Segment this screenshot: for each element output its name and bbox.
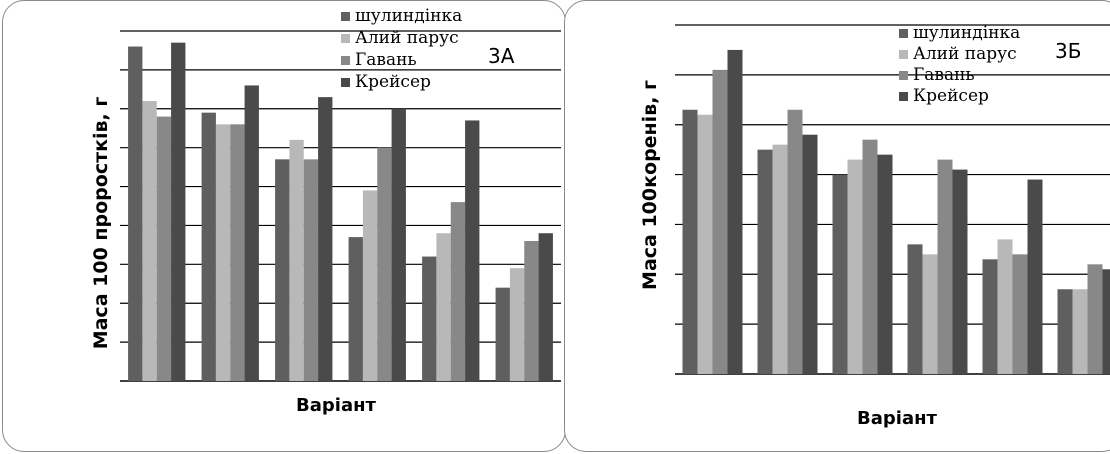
legend-label: Крейсер xyxy=(355,72,431,92)
bar-b-s3-c1 xyxy=(712,69,728,374)
grid-lines xyxy=(120,30,561,382)
bar-b-s4-c2 xyxy=(802,134,818,374)
legend-swatch xyxy=(341,34,350,43)
bar-b-s2-c5 xyxy=(997,239,1013,374)
legend-label: шулиндінка xyxy=(913,23,1020,43)
panel-tag: 3А xyxy=(488,44,515,68)
bar-a-s3-c5 xyxy=(450,202,466,381)
bar-a-s3-c4 xyxy=(377,147,392,381)
chart-panel-3b: шулиндінка Алий парус Гавань Крейсер Маса 1… xyxy=(564,0,1110,452)
legend-label: Алий парус xyxy=(355,28,459,48)
bar-b-s1-c3 xyxy=(832,174,848,374)
bar-b-s1-c2 xyxy=(757,149,773,374)
bar-b-s1-c6 xyxy=(1057,289,1073,374)
bar-b-s3-c3 xyxy=(862,139,878,374)
y-axis-label: Маса 100коренів, г xyxy=(639,80,661,290)
bar-a-s2-c5 xyxy=(436,233,451,381)
legend-label: Алий парус xyxy=(913,44,1017,64)
bar-b-s4-c3 xyxy=(877,154,893,374)
bar-a-s2-c2 xyxy=(215,124,231,381)
bar-a-s4-c5 xyxy=(465,120,480,381)
bar-b-s1-c5 xyxy=(982,259,998,374)
bar-a-s1-c3 xyxy=(275,159,290,381)
legend-label: Крейсер xyxy=(913,86,989,106)
bar-b-s4-c1 xyxy=(727,49,743,375)
bar-b-s2-c2 xyxy=(772,144,788,374)
bars xyxy=(128,42,553,382)
bar-b-s4-c4 xyxy=(952,169,968,374)
panel-tag: 3Б xyxy=(1055,39,1081,63)
bar-a-s4-c6 xyxy=(538,233,553,381)
bar-a-s1-c6 xyxy=(495,287,510,381)
bars xyxy=(682,49,1110,375)
y-axis-label: Маса 100 проростків, г xyxy=(90,97,112,350)
bar-a-s2-c1 xyxy=(142,101,157,381)
bar-a-s3-c2 xyxy=(230,124,245,381)
bar-b-s3-c2 xyxy=(787,109,803,374)
bar-a-s1-c4 xyxy=(348,237,363,381)
legend-swatch xyxy=(899,92,908,101)
bar-b-s2-c3 xyxy=(847,159,863,374)
legend-swatch xyxy=(899,50,908,59)
bar-a-s1-c5 xyxy=(422,256,437,381)
legend-label: Гавань xyxy=(913,65,975,85)
bar-a-s2-c3 xyxy=(289,139,304,381)
legend-swatch xyxy=(899,29,908,38)
legend-label: шулиндінка xyxy=(355,6,462,26)
bar-a-s4-c2 xyxy=(244,85,259,381)
bar-a-s2-c6 xyxy=(509,268,525,381)
legend-label: Гавань xyxy=(355,50,417,70)
bar-a-s4-c4 xyxy=(391,108,406,382)
bar-a-s3-c6 xyxy=(524,241,539,381)
x-axis-label: Варіант xyxy=(857,408,938,429)
bar-a-s4-c1 xyxy=(171,42,186,382)
bar-b-s3-c5 xyxy=(1012,254,1028,374)
bar-b-s1-c1 xyxy=(682,109,698,374)
bar-b-s2-c6 xyxy=(1072,289,1088,374)
legend-swatch xyxy=(899,71,908,80)
legend-swatch xyxy=(341,78,350,87)
bar-a-s2-c4 xyxy=(362,190,378,381)
bar-b-s4-c6 xyxy=(1102,269,1110,374)
bar-b-s1-c4 xyxy=(907,244,923,374)
bar-a-s1-c2 xyxy=(201,112,216,382)
x-axis-label: Варіант xyxy=(296,395,377,416)
bar-a-s4-c3 xyxy=(318,97,333,381)
bar-b-s2-c4 xyxy=(922,254,938,374)
bar-a-s3-c1 xyxy=(156,116,172,382)
bar-a-s3-c3 xyxy=(303,159,319,381)
bar-b-s4-c5 xyxy=(1027,179,1043,374)
bar-a-s1-c1 xyxy=(128,46,143,382)
bar-b-s2-c1 xyxy=(697,114,713,374)
legend-swatch xyxy=(341,56,350,65)
bar-b-s3-c6 xyxy=(1087,264,1103,374)
bar-b-s3-c4 xyxy=(937,159,953,374)
legend-swatch xyxy=(341,12,350,21)
chart-panel-3a: шулиндінка Алий парус Гавань Крейсер Маса 1… xyxy=(2,0,566,452)
